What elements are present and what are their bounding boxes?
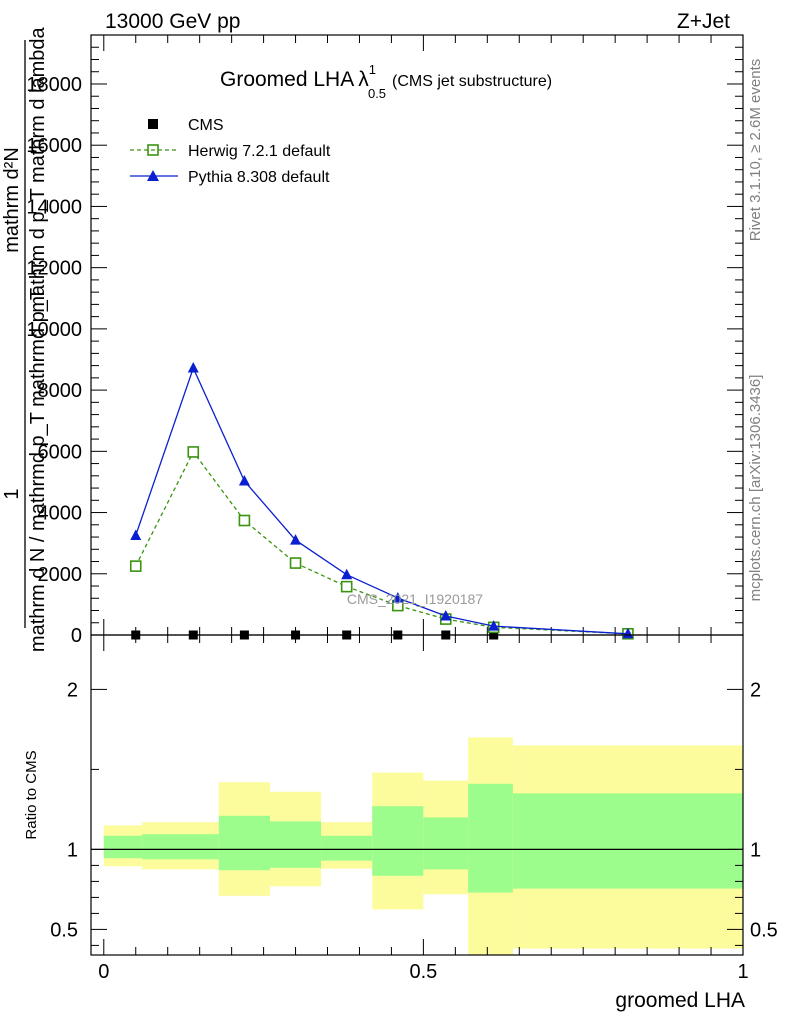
pythia-point — [290, 534, 302, 545]
ratio-y-tick-label: 1 — [67, 839, 78, 861]
legend-marker-herwig — [147, 144, 159, 156]
ratio-bands — [103, 737, 743, 955]
y-tick-label: 0 — [71, 625, 82, 647]
legend-label-cms: CMS — [188, 117, 224, 134]
ratio-ylabel: Ratio to CMS — [23, 750, 40, 839]
legend: CMS Herwig 7.2.1 default Pythia 8.308 de… — [130, 117, 331, 186]
ratio-y-tick-label: 0.5 — [50, 919, 78, 941]
ratio-plot: 0.5 0.51 12 20 0.5 1 Ratio to CMS groomed LHA — [23, 634, 778, 1012]
herwig-point — [187, 446, 200, 458]
ylabel-top2: mathrm d p_T mathrm d lambda — [27, 26, 49, 312]
pythia-point — [130, 529, 142, 541]
band-inner — [103, 835, 143, 859]
pythia-point — [341, 568, 353, 580]
plot-title: Groomed LHA λ1 0.5 (CMS jet substructure) — [220, 62, 552, 101]
band-inner — [321, 835, 373, 861]
band-inner — [372, 806, 424, 876]
ylabel-one: 1 — [1, 488, 23, 499]
ratio-frame — [90, 634, 744, 956]
mcplots-label: mcplots.cern.ch [arXiv:1306.3436] — [747, 375, 764, 602]
ylabel-top: mathrm d²N — [1, 147, 23, 253]
title-sub: 0.5 — [368, 86, 386, 101]
y-tick-label: 4000 — [38, 503, 83, 525]
ratio-y-tick-label-right: 0.5 — [750, 919, 778, 941]
legend-marker-cms — [148, 119, 158, 129]
title-main: Groomed LHA — [220, 68, 354, 91]
herwig-point — [340, 580, 353, 593]
ratio-y-tick-label: 2 — [67, 679, 78, 701]
band-inner — [218, 815, 270, 871]
legend-marker-pythia — [147, 170, 159, 181]
band-inner — [512, 793, 743, 889]
ylabel-bottom: mathrm d N / mathrmd p_T mathrmd p_T — [27, 288, 49, 652]
herwig-point — [238, 514, 251, 527]
ratio-y-tick-label-right: 2 — [750, 679, 761, 701]
legend-label-herwig: Herwig 7.2.1 default — [188, 143, 331, 160]
x-tick-label: 0 — [98, 961, 109, 983]
header-left: 13000 GeV pp — [105, 10, 240, 33]
ratio-axes: 0.5 0.51 12 20 0.5 1 — [50, 634, 778, 983]
title-paren: (CMS jet substructure) — [392, 73, 552, 90]
title-sup: 1 — [369, 62, 376, 77]
y-tick-label: 16000 — [26, 135, 82, 157]
pythia-point — [238, 475, 250, 486]
header-right: Z+Jet — [677, 10, 730, 33]
legend-label-pythia: Pythia 8.308 default — [188, 169, 330, 186]
pythia-point — [488, 620, 500, 631]
pythia-point — [392, 591, 404, 603]
band-inner — [468, 783, 513, 893]
y-tick-label: 12000 — [26, 258, 82, 280]
herwig-point — [289, 557, 302, 569]
y-tick-label: 6000 — [38, 441, 83, 463]
band-inner — [269, 821, 322, 868]
xlabel: groomed LHA — [615, 989, 745, 1012]
x-tick-label: 0.5 — [409, 961, 437, 983]
main-plot: 0 2000 4000 6000 8000 10000 12000 14000 16000 180… — [1, 26, 744, 652]
title-symbol: λ — [358, 68, 369, 91]
band-inner — [142, 834, 219, 860]
y-tick-label: 10000 — [26, 319, 82, 341]
main-ylabel: mathrm d²N mathrm d p_T mathrm d lambda … — [1, 26, 49, 652]
pythia-point — [622, 627, 634, 639]
band-inner — [423, 817, 469, 870]
watermark: CMS_2021_I1920187 — [347, 591, 483, 607]
pythia-point — [187, 362, 199, 373]
y-tick-label: 2000 — [38, 564, 83, 586]
y-tick-label: 8000 — [38, 380, 83, 402]
main-axes: 0 2000 4000 6000 8000 10000 12000 14000 16000 180… — [26, 34, 744, 647]
herwig-point — [129, 560, 142, 572]
pythia-point — [440, 610, 452, 621]
ratio-y-tick-label-right: 1 — [750, 839, 761, 861]
y-tick-label: 18000 — [26, 74, 82, 96]
x-tick-label: 1 — [737, 961, 748, 983]
rivet-label: Rivet 3.1.10, ≥ 2.6M events — [747, 59, 764, 242]
y-tick-label: 14000 — [26, 196, 82, 218]
